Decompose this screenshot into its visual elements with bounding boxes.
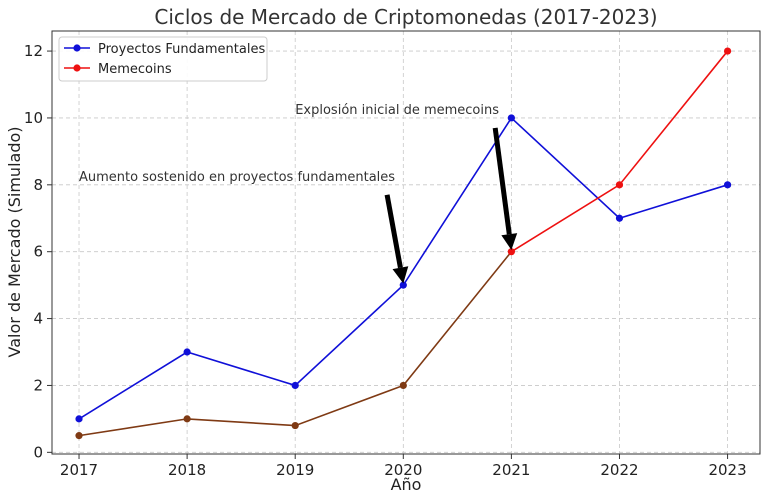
point-proyectos-fundamentales [183, 348, 191, 356]
point-proyectos-fundamentales [723, 181, 732, 189]
point-memecoins [291, 421, 299, 430]
plot-frame [51, 30, 761, 455]
point-memecoins [75, 432, 83, 440]
y-axis-title: Valor de Mercado (Simulado) [5, 126, 24, 357]
chart-title: Ciclos de Mercado de Criptomonedas (2017… [154, 5, 657, 29]
point-memecoins [723, 47, 732, 55]
legend: Proyectos Fundamentales Memecoins [58, 36, 268, 82]
x-tick-label: 2019 [276, 461, 314, 479]
point-proyectos-fundamentales [507, 114, 515, 122]
x-axis-ticks: 2017 2018 2019 2020 2021 2022 2023 [60, 454, 747, 479]
legend-box [58, 36, 268, 82]
y-tick-label: 10 [24, 109, 43, 127]
annotation-arrow-head [501, 233, 518, 251]
annotation-text: Aumento sostenido en proyectos fundament… [79, 170, 395, 185]
x-tick-label: 2021 [492, 461, 530, 479]
x-tick-label: 2018 [168, 461, 206, 479]
annotation-arrow-head [392, 266, 409, 284]
y-tick-label: 6 [33, 243, 43, 261]
legend-marker [73, 44, 81, 52]
annotation-text: Explosión inicial de memecoins [295, 103, 499, 118]
annotations: Aumento sostenido en proyectos fundament… [79, 103, 518, 284]
grid-lines [52, 31, 760, 454]
x-tick-label: 2022 [600, 461, 638, 479]
point-memecoins [183, 415, 191, 423]
y-tick-label: 2 [33, 376, 43, 394]
point-proyectos-fundamentales [291, 381, 299, 390]
point-proyectos-fundamentales [615, 214, 624, 222]
x-tick-label: 2017 [60, 461, 98, 479]
annotation-arrow-shaft [492, 127, 512, 235]
y-tick-label: 12 [24, 42, 43, 60]
legend-label: Memecoins [98, 62, 172, 77]
x-tick-label: 2020 [384, 461, 422, 479]
point-memecoins [507, 248, 515, 256]
axes [51, 30, 761, 455]
point-memecoins [615, 181, 624, 189]
legend-marker [73, 64, 81, 72]
y-tick-label: 8 [33, 176, 43, 194]
y-tick-label: 4 [33, 310, 43, 328]
annotation-arrow-shaft [384, 194, 403, 269]
x-axis-title: Año [391, 475, 422, 494]
x-tick-label: 2023 [708, 461, 746, 479]
y-tick-label: 0 [33, 443, 43, 461]
point-proyectos-fundamentales [75, 415, 83, 423]
y-axis-ticks: 0 2 4 6 8 10 12 [24, 42, 52, 461]
point-proyectos-fundamentales [399, 281, 407, 289]
legend-label: Proyectos Fundamentales [98, 42, 265, 57]
point-memecoins [399, 381, 407, 390]
series-group [75, 47, 732, 440]
